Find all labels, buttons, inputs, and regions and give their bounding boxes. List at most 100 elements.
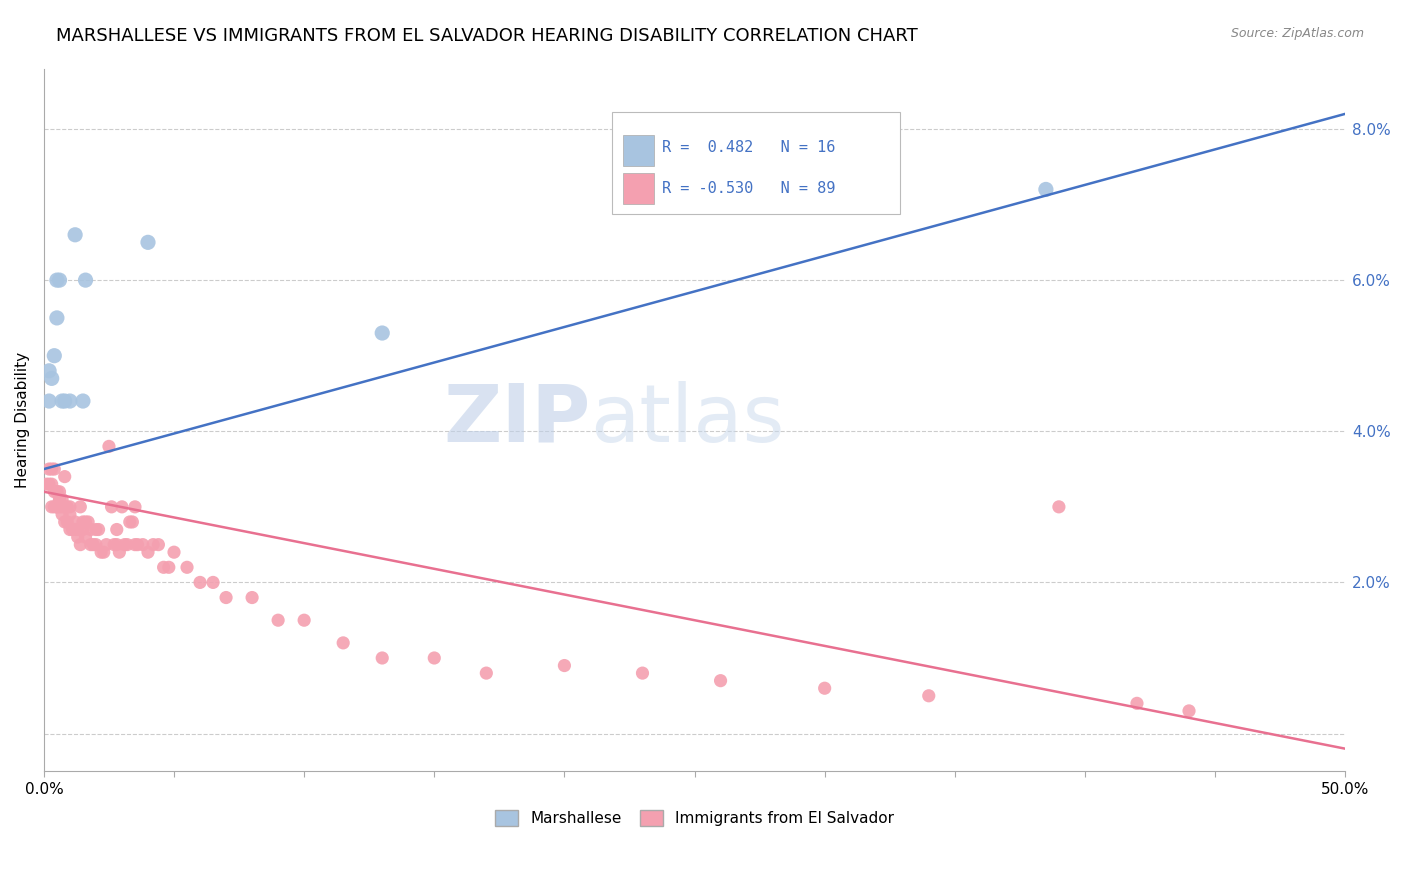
Point <box>38 477 60 491</box>
Point <box>90 545 112 559</box>
Point <box>66 530 89 544</box>
Point <box>63 227 86 242</box>
Point <box>918 689 941 703</box>
Point <box>72 523 94 537</box>
Point <box>69 538 91 552</box>
Point <box>103 538 125 552</box>
Point <box>80 523 103 537</box>
Point <box>292 613 315 627</box>
Point <box>38 462 60 476</box>
Point <box>41 500 63 514</box>
Text: MARSHALLESE VS IMMIGRANTS FROM EL SALVADOR HEARING DISABILITY CORRELATION CHART: MARSHALLESE VS IMMIGRANTS FROM EL SALVAD… <box>56 27 918 45</box>
Point <box>96 538 118 552</box>
Point <box>240 591 263 605</box>
Point <box>77 515 100 529</box>
Text: Source: ZipAtlas.com: Source: ZipAtlas.com <box>1230 27 1364 40</box>
Point <box>157 560 180 574</box>
Point <box>423 651 446 665</box>
Text: ZIP: ZIP <box>443 381 591 459</box>
Text: R =  0.482   N = 16: R = 0.482 N = 16 <box>662 140 835 155</box>
Point <box>45 484 67 499</box>
Point <box>51 500 73 514</box>
Point <box>176 560 198 574</box>
Point <box>63 523 86 537</box>
Point <box>215 591 238 605</box>
Point <box>53 500 76 514</box>
Point <box>44 500 66 514</box>
Point <box>45 500 67 514</box>
Point <box>59 523 82 537</box>
Point <box>97 439 120 453</box>
Point <box>127 538 149 552</box>
Point <box>53 469 76 483</box>
Point <box>267 613 290 627</box>
Point <box>38 364 60 378</box>
Point <box>118 515 141 529</box>
Point <box>75 515 97 529</box>
Point <box>631 666 654 681</box>
Point <box>93 545 115 559</box>
Point <box>75 530 97 544</box>
Point <box>56 500 79 514</box>
Point <box>72 515 94 529</box>
Legend: Marshallese, Immigrants from El Salvador: Marshallese, Immigrants from El Salvador <box>488 803 901 834</box>
Point <box>163 545 186 559</box>
Point <box>115 538 138 552</box>
Point <box>53 515 76 529</box>
Point <box>48 492 70 507</box>
Point <box>59 508 82 522</box>
Point <box>332 636 354 650</box>
Point <box>124 500 146 514</box>
Point <box>48 273 70 287</box>
Text: atlas: atlas <box>591 381 785 459</box>
Point <box>38 394 60 409</box>
Point <box>371 326 394 340</box>
Point <box>66 523 89 537</box>
Point <box>114 538 136 552</box>
Point <box>142 538 165 552</box>
Point <box>35 477 58 491</box>
Point <box>51 508 73 522</box>
Point <box>75 273 97 287</box>
Point <box>152 560 174 574</box>
Point <box>48 484 70 499</box>
Point <box>84 538 107 552</box>
Point <box>553 658 575 673</box>
Point <box>121 515 143 529</box>
Point <box>51 394 73 409</box>
Point <box>80 538 103 552</box>
Point <box>41 462 63 476</box>
Point <box>62 523 84 537</box>
Point <box>136 545 159 559</box>
Point <box>45 273 67 287</box>
Point <box>48 492 70 507</box>
Point <box>53 394 76 409</box>
Point <box>136 235 159 250</box>
Point <box>82 538 104 552</box>
Point <box>709 673 731 688</box>
Point <box>111 500 134 514</box>
Point <box>84 523 107 537</box>
Point <box>132 538 155 552</box>
Point <box>63 515 86 529</box>
Point <box>69 500 91 514</box>
Text: R = -0.530   N = 89: R = -0.530 N = 89 <box>662 181 835 196</box>
Point <box>56 515 79 529</box>
Y-axis label: Hearing Disability: Hearing Disability <box>15 351 30 488</box>
Point <box>72 394 94 409</box>
Point <box>814 681 837 696</box>
Point <box>44 349 66 363</box>
Point <box>100 500 122 514</box>
Point <box>1047 500 1070 514</box>
Point <box>45 484 67 499</box>
Point <box>188 575 211 590</box>
Point <box>108 545 131 559</box>
Point <box>124 538 146 552</box>
Point <box>148 538 170 552</box>
Point <box>41 477 63 491</box>
Point <box>202 575 225 590</box>
Point <box>1178 704 1201 718</box>
Point <box>45 310 67 325</box>
Point <box>51 492 73 507</box>
Point <box>371 651 394 665</box>
